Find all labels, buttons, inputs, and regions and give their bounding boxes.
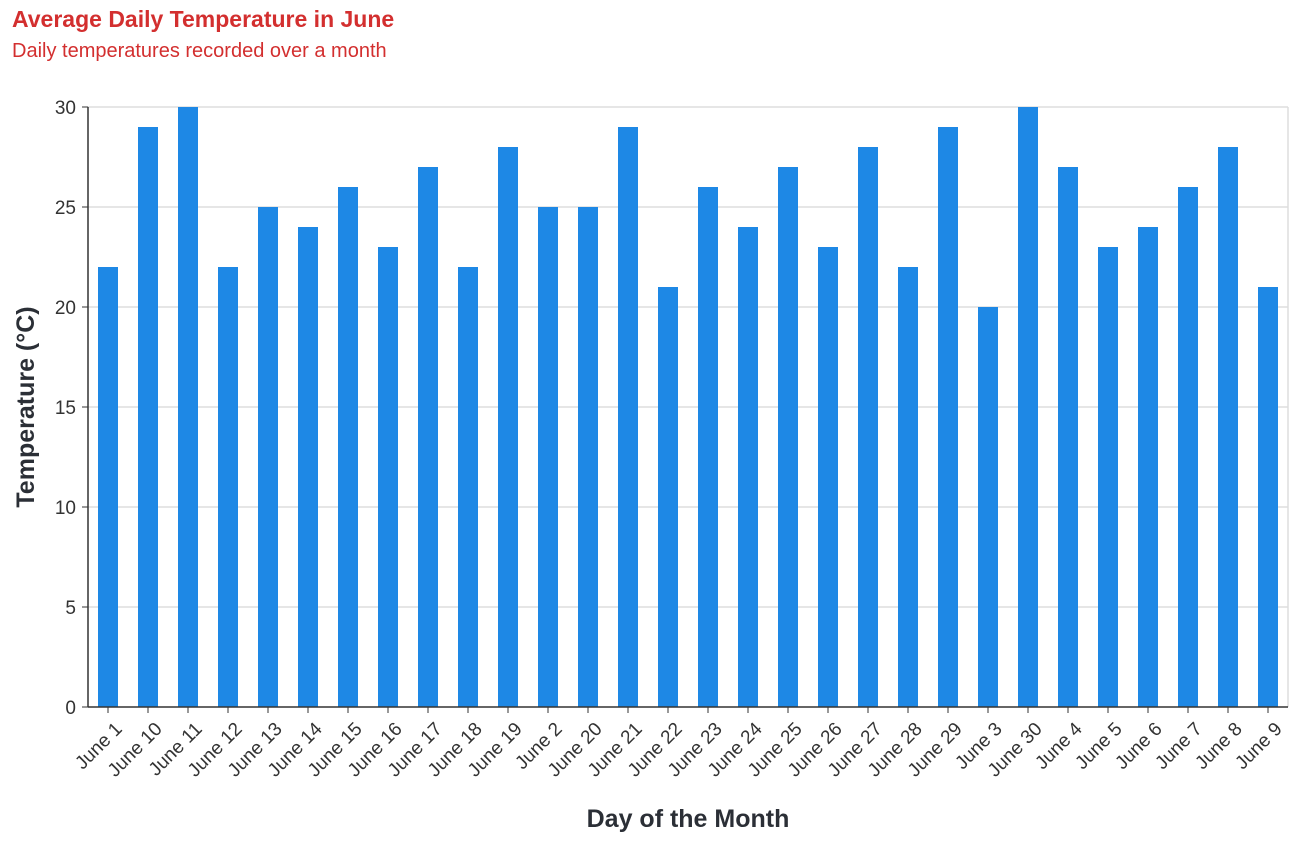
bar bbox=[938, 127, 958, 707]
bars bbox=[98, 107, 1278, 707]
bar bbox=[978, 307, 998, 707]
bar bbox=[218, 267, 238, 707]
x-axis-title: Day of the Month bbox=[587, 805, 790, 833]
bar bbox=[98, 267, 118, 707]
bar bbox=[698, 187, 718, 707]
bar bbox=[658, 287, 678, 707]
bar bbox=[1178, 187, 1198, 707]
bar bbox=[858, 147, 878, 707]
bar bbox=[498, 147, 518, 707]
chart-title: Average Daily Temperature in June bbox=[12, 6, 395, 32]
bar bbox=[1138, 227, 1158, 707]
bar bbox=[338, 187, 358, 707]
y-tick-label: 15 bbox=[55, 398, 76, 419]
y-tick-label: 10 bbox=[55, 498, 76, 519]
y-axis-title: Temperature (°C) bbox=[12, 306, 40, 507]
bar bbox=[258, 207, 278, 707]
y-tick-label: 0 bbox=[65, 698, 76, 719]
bar bbox=[578, 207, 598, 707]
bar bbox=[378, 247, 398, 707]
bar bbox=[1058, 167, 1078, 707]
y-tick-label: 5 bbox=[65, 598, 76, 619]
bar bbox=[138, 127, 158, 707]
bar bbox=[1218, 147, 1238, 707]
bar bbox=[1258, 287, 1278, 707]
bar bbox=[538, 207, 558, 707]
bar bbox=[618, 127, 638, 707]
y-tick-label: 20 bbox=[55, 298, 76, 319]
bar bbox=[818, 247, 838, 707]
bar bbox=[178, 107, 198, 707]
bar bbox=[898, 267, 918, 707]
bar bbox=[1098, 247, 1118, 707]
y-tick-label: 25 bbox=[55, 198, 76, 219]
chart-subtitle: Daily temperatures recorded over a month bbox=[12, 40, 387, 62]
bar bbox=[778, 167, 798, 707]
bar bbox=[1018, 107, 1038, 707]
bar bbox=[418, 167, 438, 707]
bar bbox=[298, 227, 318, 707]
y-tick-label: 30 bbox=[55, 98, 76, 119]
bar bbox=[738, 227, 758, 707]
bar bbox=[458, 267, 478, 707]
gridlines bbox=[88, 106, 1289, 707]
